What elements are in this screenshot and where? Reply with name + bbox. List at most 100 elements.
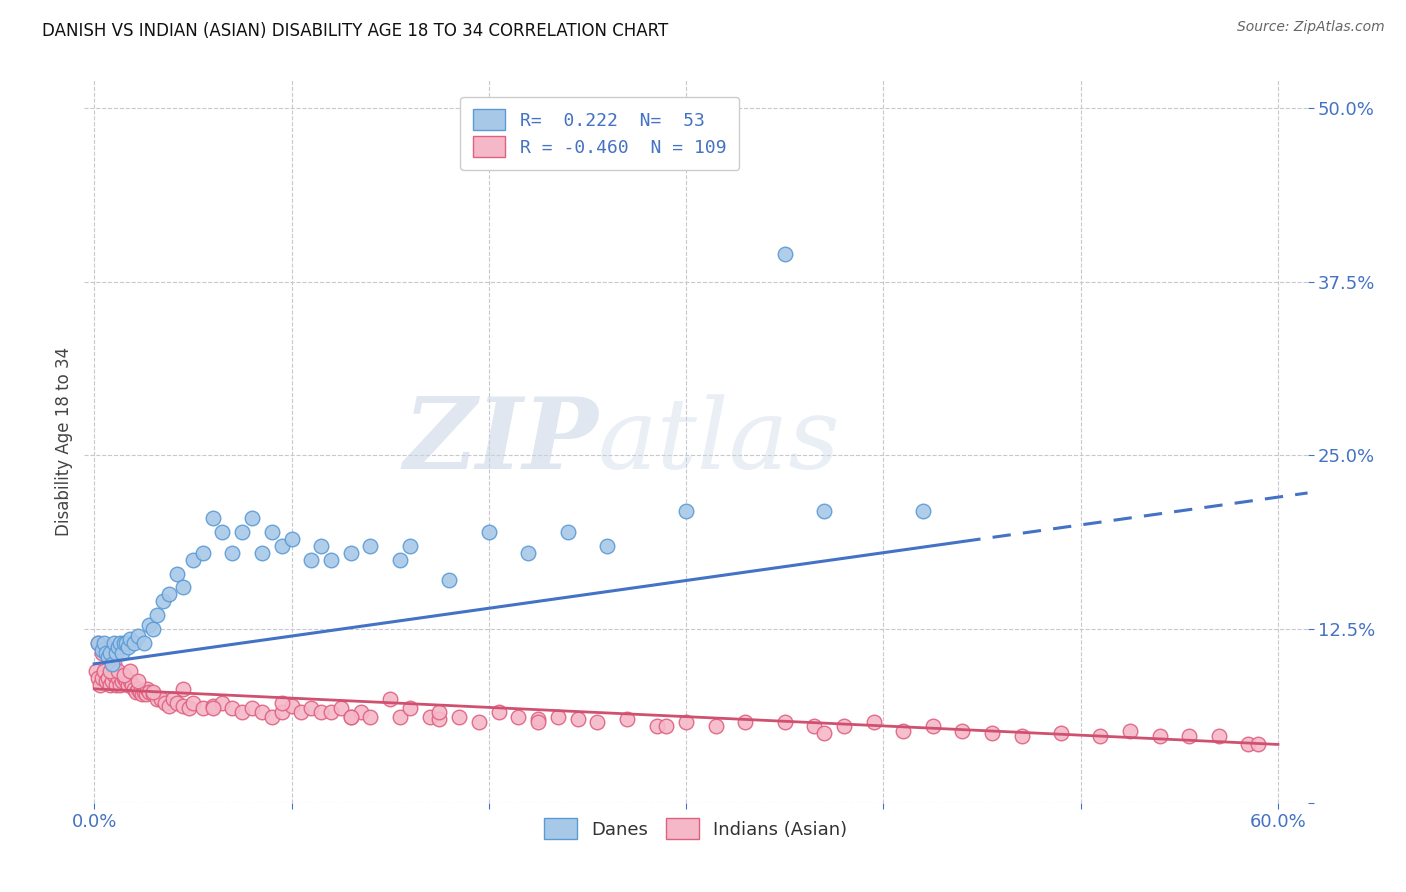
Point	[921, 719, 943, 733]
Point	[449, 709, 471, 723]
Point	[135, 687, 157, 701]
Point	[142, 684, 165, 698]
Point	[191, 701, 214, 715]
Point	[112, 636, 135, 650]
Legend: Danes, Indians (Asian): Danes, Indians (Asian)	[536, 809, 856, 848]
Point	[389, 709, 412, 723]
Point	[1178, 729, 1201, 743]
Point	[813, 504, 835, 518]
Point	[157, 698, 180, 713]
Point	[162, 691, 184, 706]
Point	[111, 673, 134, 688]
Point	[547, 709, 569, 723]
Point	[773, 715, 796, 730]
Point	[181, 696, 204, 710]
Point	[121, 678, 143, 692]
Point	[557, 524, 579, 539]
Point	[221, 701, 243, 715]
Text: DANISH VS INDIAN (ASIAN) DISABILITY AGE 18 TO 34 CORRELATION CHART: DANISH VS INDIAN (ASIAN) DISABILITY AGE …	[42, 22, 668, 40]
Point	[107, 664, 129, 678]
Point	[980, 726, 1002, 740]
Point	[260, 709, 283, 723]
Point	[108, 636, 131, 650]
Point	[103, 668, 125, 682]
Point	[527, 713, 550, 727]
Point	[127, 673, 149, 688]
Point	[616, 713, 638, 727]
Point	[93, 636, 115, 650]
Point	[270, 539, 292, 553]
Point	[93, 664, 115, 678]
Point	[201, 701, 224, 715]
Point	[142, 687, 165, 701]
Point	[240, 701, 263, 715]
Point	[132, 636, 155, 650]
Point	[98, 646, 121, 660]
Point	[950, 723, 973, 738]
Point	[339, 709, 361, 723]
Point	[132, 684, 155, 698]
Point	[832, 719, 855, 733]
Point	[359, 709, 381, 723]
Point	[299, 701, 322, 715]
Point	[97, 649, 120, 664]
Point	[107, 671, 129, 685]
Point	[488, 706, 510, 720]
Point	[128, 684, 150, 698]
Point	[138, 684, 160, 698]
Point	[127, 681, 149, 696]
Point	[339, 709, 361, 723]
Point	[118, 664, 141, 678]
Point	[103, 657, 125, 671]
Point	[439, 574, 461, 588]
Point	[146, 608, 169, 623]
Point	[138, 618, 160, 632]
Point	[201, 511, 224, 525]
Point	[107, 640, 129, 655]
Point	[91, 643, 114, 657]
Point	[399, 539, 422, 553]
Point	[655, 719, 678, 733]
Point	[813, 726, 835, 740]
Point	[94, 640, 117, 655]
Point	[181, 552, 204, 566]
Point	[280, 698, 302, 713]
Point	[309, 539, 332, 553]
Point	[104, 678, 127, 692]
Point	[250, 546, 273, 560]
Point	[157, 587, 180, 601]
Point	[91, 646, 114, 660]
Point	[172, 681, 194, 696]
Point	[101, 673, 124, 688]
Point	[124, 684, 146, 698]
Point	[152, 594, 174, 608]
Point	[150, 691, 173, 706]
Point	[1237, 738, 1260, 752]
Point	[1247, 738, 1270, 752]
Point	[675, 504, 697, 518]
Point	[1090, 729, 1112, 743]
Point	[112, 671, 135, 685]
Point	[319, 552, 342, 566]
Point	[419, 709, 441, 723]
Point	[329, 701, 352, 715]
Point	[231, 706, 253, 720]
Point	[131, 687, 153, 701]
Point	[319, 706, 342, 720]
Point	[260, 524, 283, 539]
Point	[359, 539, 381, 553]
Point	[166, 696, 188, 710]
Point	[468, 715, 491, 730]
Point	[136, 681, 159, 696]
Point	[240, 511, 263, 525]
Point	[172, 581, 194, 595]
Point	[290, 706, 312, 720]
Point	[114, 673, 136, 688]
Point	[94, 646, 117, 660]
Point	[586, 715, 609, 730]
Point	[84, 664, 107, 678]
Point	[98, 664, 121, 678]
Point	[122, 681, 145, 696]
Point	[155, 696, 177, 710]
Point	[429, 713, 451, 727]
